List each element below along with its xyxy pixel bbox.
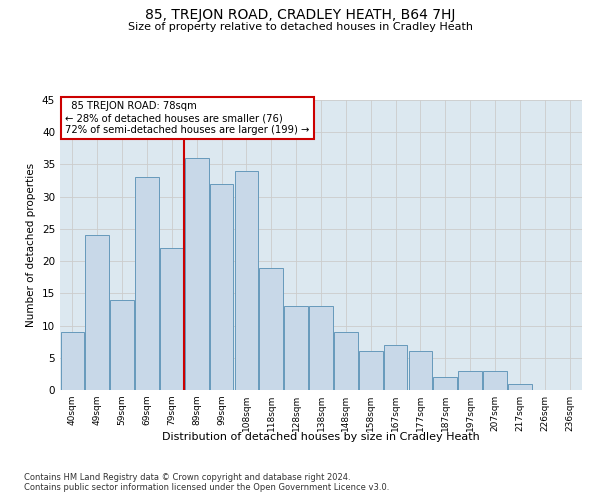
Text: Contains HM Land Registry data © Crown copyright and database right 2024.: Contains HM Land Registry data © Crown c…: [24, 472, 350, 482]
Bar: [409, 352, 432, 390]
Bar: [359, 352, 383, 390]
Text: Contains public sector information licensed under the Open Government Licence v3: Contains public sector information licen…: [24, 482, 389, 492]
Bar: [160, 248, 184, 390]
Bar: [235, 171, 258, 390]
Bar: [309, 306, 333, 390]
Bar: [85, 236, 109, 390]
Bar: [210, 184, 233, 390]
Bar: [433, 377, 457, 390]
Text: Size of property relative to detached houses in Cradley Heath: Size of property relative to detached ho…: [128, 22, 473, 32]
Bar: [458, 370, 482, 390]
Bar: [508, 384, 532, 390]
Bar: [284, 306, 308, 390]
Bar: [384, 345, 407, 390]
Bar: [61, 332, 84, 390]
Bar: [135, 178, 159, 390]
Bar: [259, 268, 283, 390]
Bar: [334, 332, 358, 390]
Text: Distribution of detached houses by size in Cradley Heath: Distribution of detached houses by size …: [162, 432, 480, 442]
Y-axis label: Number of detached properties: Number of detached properties: [26, 163, 37, 327]
Bar: [483, 370, 507, 390]
Text: 85, TREJON ROAD, CRADLEY HEATH, B64 7HJ: 85, TREJON ROAD, CRADLEY HEATH, B64 7HJ: [145, 8, 455, 22]
Bar: [185, 158, 209, 390]
Text: 85 TREJON ROAD: 78sqm
← 28% of detached houses are smaller (76)
72% of semi-deta: 85 TREJON ROAD: 78sqm ← 28% of detached …: [65, 102, 310, 134]
Bar: [110, 300, 134, 390]
